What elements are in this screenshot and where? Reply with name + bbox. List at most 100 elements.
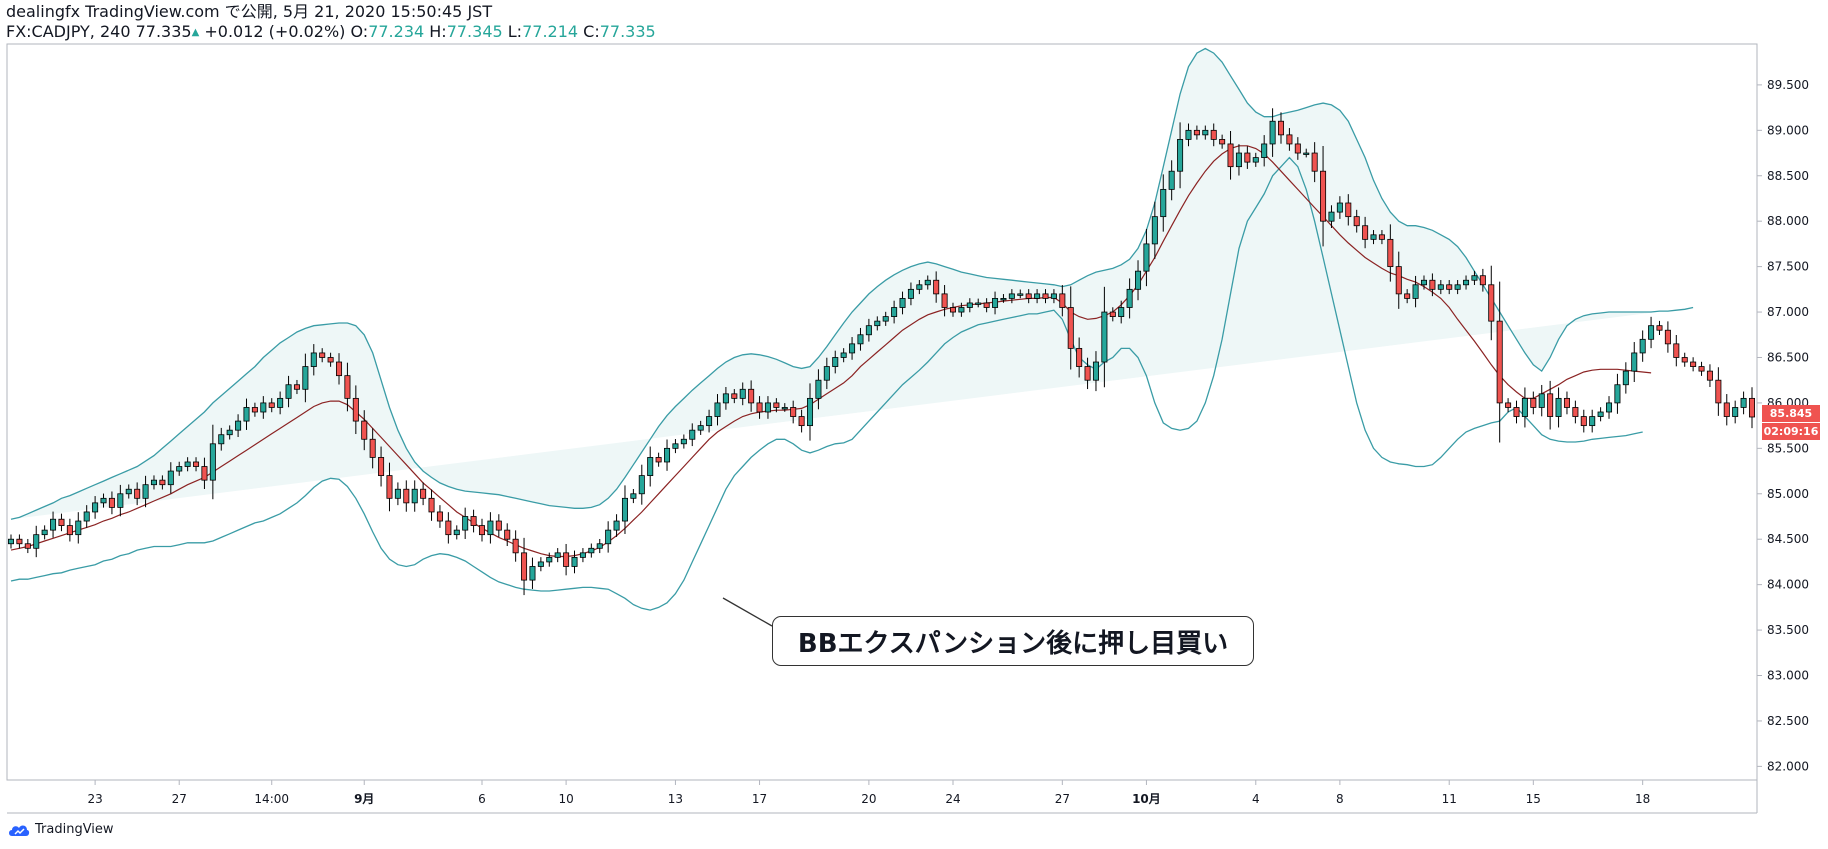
candle-body-up (1092, 361, 1099, 381)
candle (1437, 280, 1444, 295)
time-axis[interactable]: 23 27 14:00 9月 6 10 13 17 20 24 27 10月 4 8 11 15 18 (87, 780, 1650, 806)
candle (167, 462, 174, 494)
price-tick-label: 87.000 (1767, 305, 1809, 319)
candle-body-up (1101, 311, 1108, 363)
candle-body-up (1303, 152, 1310, 155)
candle (16, 534, 23, 549)
time-tick-label: 13 (668, 792, 683, 806)
candle-body-down (193, 461, 200, 467)
candle (537, 557, 544, 572)
candle-body-up (621, 497, 628, 522)
candle-body-down (268, 402, 275, 408)
candle-body-down (251, 407, 258, 413)
candle-body-up (815, 379, 822, 399)
candle-body-up (571, 556, 578, 567)
candle-body-up (1017, 293, 1024, 296)
candle-body-up (1471, 275, 1478, 281)
candlesticks (7, 108, 1756, 596)
candle (117, 484, 124, 517)
candle-body-up (966, 302, 973, 308)
candle-body-up (1740, 397, 1747, 408)
candle-body-up (672, 443, 679, 449)
candle-body-down (58, 518, 65, 526)
candle-body-down (66, 525, 73, 536)
bollinger-basis-line (10, 145, 1652, 558)
candle-body-down (563, 552, 570, 567)
candle (1185, 123, 1192, 147)
candle-body-down (521, 552, 528, 581)
candle-body-down (1076, 347, 1083, 367)
candle (462, 507, 469, 539)
time-tick-label: 11 (1442, 792, 1457, 806)
candle (1471, 270, 1478, 286)
candle-body-down (1404, 293, 1411, 299)
candle (487, 512, 494, 544)
candle (1740, 391, 1747, 415)
candle (563, 543, 570, 576)
candle (832, 350, 839, 374)
annotation-callout[interactable]: BBエクスパンション後に押し目買い (772, 616, 1254, 666)
candle-body-up (310, 352, 317, 367)
candle-body-down (1084, 366, 1091, 381)
price-tick-label: 84.000 (1767, 578, 1809, 592)
bollinger-band-fill (11, 48, 1694, 520)
candle (1219, 134, 1226, 149)
candle (285, 375, 292, 408)
price-tick-label: 89.000 (1767, 123, 1809, 137)
candle-body-down (1715, 379, 1722, 404)
candle (75, 512, 82, 544)
candle (1244, 146, 1251, 169)
candle-body-up (882, 316, 889, 322)
candle-body-up (823, 366, 830, 381)
candle-body-up (865, 325, 872, 336)
candle-body-down (1488, 284, 1495, 322)
candle (1513, 400, 1520, 424)
candle (226, 425, 233, 440)
candle-body-up (33, 534, 40, 549)
candle (1706, 364, 1713, 388)
candle (1521, 387, 1528, 428)
candle-body-up (150, 479, 157, 486)
candle-body-down (1387, 238, 1394, 268)
candle (209, 424, 216, 500)
candle (1252, 152, 1259, 167)
candle (571, 550, 578, 574)
candle-body-down (933, 279, 940, 295)
candle-body-up (1639, 338, 1646, 354)
open-value: 77.234 (368, 22, 425, 41)
candle (1681, 352, 1688, 367)
price-tick-label: 82.000 (1767, 759, 1809, 773)
candle-body-down (1706, 370, 1713, 381)
candle-body-up (849, 343, 856, 354)
candle (1370, 230, 1377, 245)
candle-body-down (798, 416, 805, 427)
candle-body-down (949, 307, 956, 313)
candle-body-up (1126, 288, 1133, 308)
candle-body-up (1202, 129, 1209, 136)
price-tick-label: 87.500 (1767, 260, 1809, 274)
candle-body-up (714, 402, 721, 417)
candle (655, 452, 662, 467)
candle-body-up (1538, 393, 1545, 408)
cloud-logo-icon (9, 825, 30, 836)
candle-body-down (731, 393, 738, 399)
candle-body-down (1395, 266, 1402, 295)
candle-body-up (100, 497, 107, 504)
candle (50, 511, 57, 538)
candle (1025, 289, 1032, 304)
candle-body-up (975, 302, 982, 305)
price-tick-label: 82.500 (1767, 714, 1809, 728)
candle (748, 380, 755, 412)
candle (142, 475, 149, 508)
candle-body-down (1109, 311, 1116, 317)
candle (1614, 373, 1621, 414)
candle-body-down (941, 293, 948, 308)
tradingview-footer[interactable]: TradingView (8, 822, 114, 837)
candle (436, 505, 443, 528)
countdown-tag: 02:09:16 (1762, 422, 1820, 440)
symbol-label[interactable]: FX:CADJPY, 240 (6, 22, 131, 41)
candle-body-down (773, 402, 780, 408)
price-axis[interactable]: 82.000 82.500 83.000 83.500 84.000 84.500 85.0… (1757, 78, 1809, 773)
candle-body-up (638, 475, 645, 495)
